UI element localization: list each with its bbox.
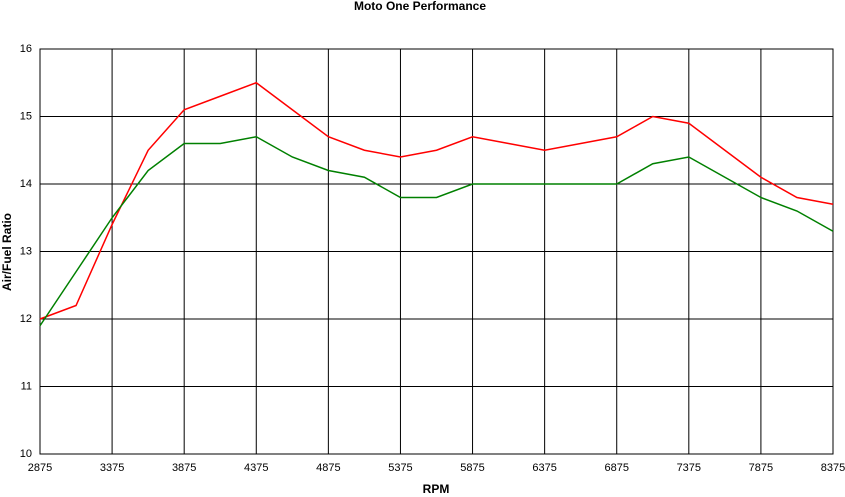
chart-title: Moto One Performance bbox=[354, 0, 486, 13]
x-tick-label: 5375 bbox=[388, 462, 412, 474]
x-tick-label: 6875 bbox=[604, 462, 628, 474]
y-tick-label: 10 bbox=[20, 448, 32, 460]
x-tick-label: 3375 bbox=[100, 462, 124, 474]
y-axis-label: Air/Fuel Ratio bbox=[0, 213, 14, 291]
x-tick-label: 2875 bbox=[28, 462, 52, 474]
y-tick-label: 15 bbox=[20, 110, 32, 122]
plot-frame bbox=[39, 48, 834, 455]
x-tick-label: 8375 bbox=[821, 462, 845, 474]
series-line bbox=[39, 135, 834, 327]
series-line bbox=[39, 81, 834, 320]
x-tick-label: 5875 bbox=[460, 462, 484, 474]
x-tick-label: 7375 bbox=[677, 462, 701, 474]
y-tick-label: 16 bbox=[20, 43, 32, 55]
x-tick-label: 4875 bbox=[316, 462, 340, 474]
x-tick-label: 3875 bbox=[172, 462, 196, 474]
y-tick-label: 14 bbox=[20, 178, 32, 190]
y-tick-label: 13 bbox=[20, 245, 32, 257]
y-tick-label: 12 bbox=[20, 313, 32, 325]
x-tick-label: 7875 bbox=[749, 462, 773, 474]
x-axis-label: RPM bbox=[423, 482, 450, 496]
y-tick-label: 11 bbox=[21, 380, 32, 392]
x-tick-label: 6375 bbox=[532, 462, 556, 474]
x-tick-label: 4375 bbox=[244, 462, 268, 474]
